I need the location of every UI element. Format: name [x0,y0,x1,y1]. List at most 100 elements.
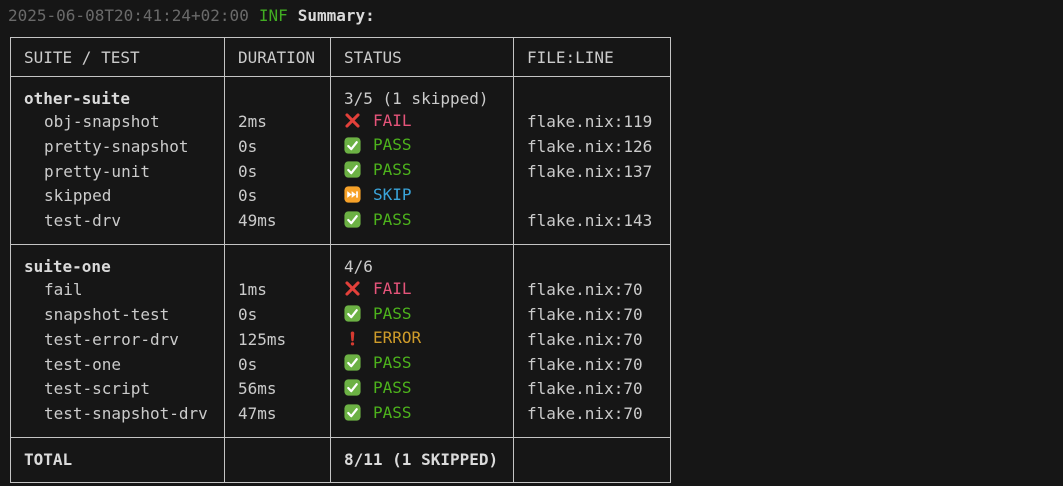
status-label: PASS [373,402,412,422]
total-duration [224,437,331,483]
status-label: PASS [373,353,412,372]
suite-summary: 3/5 (1 skipped) [330,76,514,110]
status-label: PASS [373,377,412,397]
test-summary-table: SUITE / TEST DURATION STATUS FILE:LINE o… [10,37,671,483]
test-duration: 0s [224,302,331,328]
suite-name: other-suite [10,76,225,110]
test-row: test-one 0s PASS flake.nix:70 [10,352,671,377]
test-status: PASS [330,376,514,402]
test-status: FAIL [330,277,514,303]
check-mark-icon [344,211,361,228]
test-name: test-error-drv [10,327,225,352]
log-level-inf: INF [258,6,288,25]
col-header-suite-test: SUITE / TEST [10,37,225,77]
test-row: test-error-drv 125ms ERROR flake.nix:70 [10,327,671,352]
log-line-summary: 2025-06-08T20:41:24+02:00 INF Summary: [8,5,1063,26]
test-status: PASS [330,159,514,184]
test-duration: 0s [224,183,331,209]
total-file [513,437,671,483]
suite-summary: 4/6 [330,244,514,278]
suite-name: suite-one [10,244,225,278]
suite-duration [224,244,331,278]
test-file-line: flake.nix:137 [513,159,671,184]
test-row: obj-snapshot 2ms FAIL flake.nix:119 [10,109,671,135]
test-status: SKIP [330,183,514,209]
table-header: SUITE / TEST DURATION STATUS FILE:LINE [10,37,671,77]
test-name: skipped [10,183,225,209]
test-name: obj-snapshot [10,109,225,135]
test-row: test-drv 49ms PASS flake.nix:143 [10,208,671,245]
test-name: fail [10,277,225,303]
test-status: FAIL [330,109,514,135]
total-row-group: TOTAL 8/11 (1 SKIPPED) [10,437,671,483]
cross-mark-icon [344,280,361,297]
suite-file [513,244,671,278]
status-label: PASS [373,160,412,179]
col-header-duration: DURATION [224,37,331,77]
total-label: TOTAL [10,437,225,483]
test-row: test-snapshot-drv 47ms PASS flake.nix:70 [10,401,671,438]
test-file-line: flake.nix:143 [513,208,671,245]
test-duration: 0s [224,352,331,377]
col-header-status: STATUS [330,37,514,77]
test-file-line: flake.nix:70 [513,302,671,328]
check-mark-icon [344,404,361,421]
test-file-line: flake.nix:70 [513,401,671,438]
test-name: test-script [10,376,225,402]
test-status: PASS [330,352,514,377]
check-mark-icon [344,354,361,371]
test-row: pretty-unit 0s PASS flake.nix:137 [10,159,671,184]
table-header-row: SUITE / TEST DURATION STATUS FILE:LINE [10,37,671,77]
test-name: snapshot-test [10,302,225,328]
test-duration: 47ms [224,401,331,438]
test-name: pretty-unit [10,159,225,184]
status-label: PASS [373,303,412,323]
suite-duration [224,76,331,110]
check-mark-icon [344,136,361,154]
test-status: PASS [330,302,514,328]
test-row: test-script 56ms PASS flake.nix:70 [10,376,671,402]
test-status: ERROR [330,327,514,352]
suite-row: suite-one 4/6 [10,244,671,278]
test-duration: 0s [224,159,331,184]
test-file-line: flake.nix:70 [513,277,671,303]
test-duration: 125ms [224,327,331,352]
test-name: test-snapshot-drv [10,401,225,438]
test-file-line [513,183,671,209]
skip-forward-icon [344,186,361,203]
test-name: pretty-snapshot [10,134,225,159]
check-mark-icon [344,379,361,396]
status-label: SKIP [373,184,412,204]
test-row: pretty-snapshot 0s PASS flake.nix:126 [10,134,671,159]
status-label: PASS [373,209,412,229]
test-file-line: flake.nix:70 [513,327,671,352]
log-message-summary: Summary: [297,6,375,25]
test-status: PASS [330,401,514,438]
test-file-line: flake.nix:119 [513,109,671,135]
check-mark-icon [344,305,361,322]
col-header-file-line: FILE:LINE [513,37,671,77]
test-duration: 56ms [224,376,331,402]
test-duration: 0s [224,134,331,159]
test-row: snapshot-test 0s PASS flake.nix:70 [10,302,671,328]
test-file-line: flake.nix:70 [513,352,671,377]
test-name: test-drv [10,208,225,245]
test-status: PASS [330,208,514,245]
test-duration: 1ms [224,277,331,303]
exclamation-mark-icon [344,330,361,347]
terminal-screen: { "log_top": { "timestamp": "2025-06-08T… [0,5,1063,486]
status-label: PASS [373,135,412,155]
total-summary: 8/11 (1 SKIPPED) [330,437,514,483]
total-row: TOTAL 8/11 (1 SKIPPED) [10,437,671,483]
test-file-line: flake.nix:70 [513,376,671,402]
check-mark-icon [344,161,361,178]
test-duration: 49ms [224,208,331,245]
test-name: test-one [10,352,225,377]
suite-section: other-suite 3/5 (1 skipped) obj-snapshot 2m… [10,76,671,245]
cross-mark-icon [344,112,361,129]
test-duration: 2ms [224,109,331,135]
test-row: skipped 0s SKIP [10,183,671,209]
test-file-line: flake.nix:126 [513,134,671,159]
suite-section: suite-one 4/6 fail 1ms FAIL flake.nix:70 snaps… [10,244,671,438]
status-label: FAIL [373,278,412,298]
